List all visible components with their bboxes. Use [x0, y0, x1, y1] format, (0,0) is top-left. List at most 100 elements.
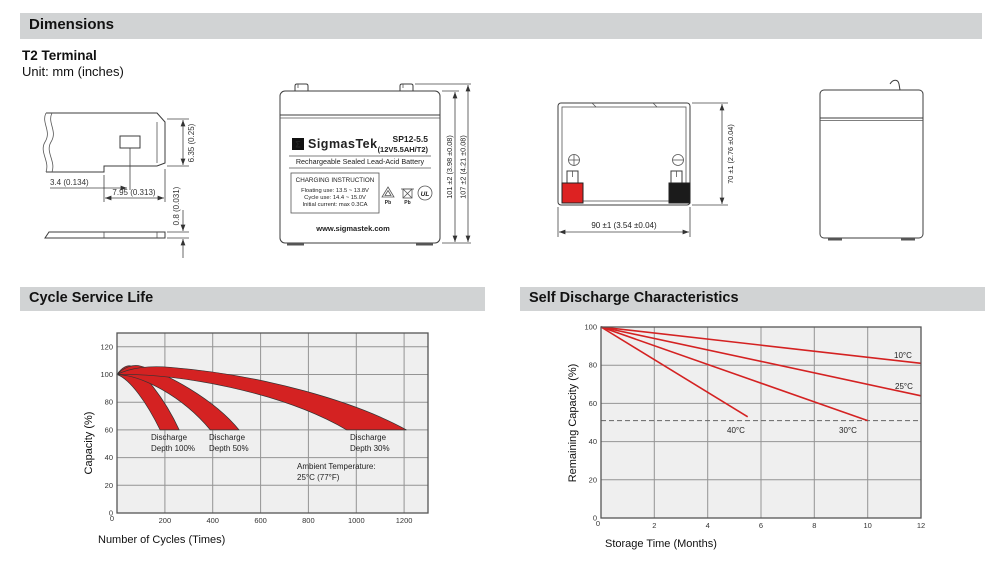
band-depth-30 [116, 366, 407, 431]
dimensions-title: Dimensions [29, 16, 115, 33]
y-axis-ticks: 0 20 40 60 80 100 120 [100, 342, 113, 517]
positive-terminal-tab [561, 170, 584, 204]
x-tick: 0 [110, 514, 114, 523]
charging-instruction-box [290, 172, 380, 214]
sigma-logo-glyph: Σ [295, 140, 301, 150]
terminal-plate-side: 0.8 (0.031) [44, 186, 189, 258]
band-label-100-line2: Depth 100% [151, 444, 195, 453]
trash-bin-crossed-icon: Pb [401, 188, 414, 206]
dim-tab-height-label: 6.35 (0.25) [187, 123, 196, 162]
side-view-case [819, 79, 924, 241]
line-10c [600, 326, 922, 365]
label-30c: 30°C [839, 426, 857, 435]
charging-line-3: Initial current: max 0.3CA [302, 202, 367, 208]
black-terminal-block [668, 182, 691, 204]
front-view-dimensions: 101 ±2 (3.98 ±0.08) 107 ±2 (4.21 ±0.08) [415, 83, 471, 244]
red-terminal-block [561, 182, 584, 204]
line-30c [600, 326, 868, 422]
foot-left [828, 238, 842, 241]
terminal-post-right [399, 83, 414, 91]
label-25c: 25°C [895, 382, 913, 391]
x-axis-title: Number of Cycles (Times) [98, 534, 225, 546]
dim-thickness-label: 0.8 (0.031) [172, 186, 181, 225]
self-discharge-chart: 10°C 25°C 30°C 40°C 0 2 4 6 8 10 12 0 20… [567, 323, 925, 551]
y-tick: 40 [105, 453, 113, 462]
label-10c: 10°C [894, 351, 912, 360]
x-tick: 400 [206, 516, 219, 525]
band-depth-50 [116, 365, 240, 431]
x-tick: 12 [917, 521, 925, 530]
x-tick: 6 [759, 521, 763, 530]
self-discharge-title: Self Discharge Characteristics [529, 290, 739, 306]
battery-top-view: 70 ±1 (2.76 ±0.04) 90 ±1 (3.54 ±0.04) [557, 102, 735, 237]
y-tick: 60 [589, 399, 597, 408]
terminal-wire [889, 79, 901, 91]
charging-title: CHARGING INSTRUCTION [296, 177, 375, 184]
website-text: www.sigmastek.com [315, 224, 390, 233]
plot-border [600, 326, 922, 519]
y-tick: 20 [105, 481, 113, 490]
positive-terminal-symbol [568, 154, 580, 166]
battery-label: Σ SigmasTek SP12-5.5 (12V5.5AH/T2) Recha… [289, 134, 433, 233]
band-label-50-line1: Discharge [209, 433, 246, 442]
recycle-pb-label: Pb [385, 200, 391, 206]
ambient-note-line1: Ambient Temperature: [297, 462, 376, 471]
bin-pb-label: Pb [404, 200, 410, 206]
x-tick: 8 [812, 521, 816, 530]
x-tick: 200 [159, 516, 172, 525]
x-tick: 600 [254, 516, 267, 525]
series-labels: Discharge Depth 100% Discharge Depth 50%… [151, 433, 390, 482]
negative-terminal-tab [668, 170, 691, 204]
negative-terminal-symbol [672, 154, 684, 166]
terminal-hole [119, 135, 141, 149]
dimensions-section-bar: Dimensions [20, 13, 982, 39]
charging-line-1: Floating use: 13.5 ~ 13.8V [301, 188, 369, 194]
x-axis-title: Storage Time (Months) [605, 538, 717, 550]
terminal-detail-drawing: 3.4 (0.134) 7.95 (0.313) 6.35 (0.25) 0.8… [42, 112, 196, 258]
line-40c [600, 326, 749, 418]
band-label-30-line1: Discharge [350, 433, 387, 442]
cycle-service-life-chart: Discharge Depth 100% Discharge Depth 50%… [83, 332, 429, 546]
line-25c [600, 326, 922, 397]
terminal-tab-outline [42, 112, 166, 190]
y-tick: 60 [105, 425, 113, 434]
y-tick: 0 [593, 514, 597, 523]
top-view-case [557, 102, 691, 206]
brand-name: SigmasTek [308, 137, 378, 151]
y-axis-ticks: 0 20 40 60 80 100 [584, 323, 597, 523]
x-tick: 2 [652, 521, 656, 530]
y-tick: 80 [105, 398, 113, 407]
terminal-dimensions: 3.4 (0.134) 7.95 (0.313) 6.35 (0.25) [50, 118, 196, 202]
battery-side-view [819, 79, 924, 241]
x-tick: 1000 [348, 516, 365, 525]
battery-type-line: Rechargeable Sealed Lead-Acid Battery [296, 157, 425, 166]
dim-body-height-label: 101 ±2 (3.98 ±0.08) [445, 135, 454, 199]
dim-total-height-label: 107 ±2 (4.21 ±0.08) [459, 135, 468, 199]
ambient-note-line2: 25°C (77°F) [297, 473, 340, 482]
x-tick: 800 [302, 516, 315, 525]
dim-depth-label: 70 ±1 (2.76 ±0.04) [726, 124, 735, 184]
dim-width-label: 90 ±1 (3.54 ±0.04) [591, 221, 657, 230]
y-tick: 80 [589, 361, 597, 370]
foot-right [901, 238, 915, 241]
y-tick: 0 [109, 509, 113, 518]
ul-mark-icon: UL [417, 185, 433, 201]
x-tick: 0 [596, 519, 600, 528]
x-axis-ticks: 0 200 400 600 800 1000 1200 [110, 514, 413, 525]
label-40c: 40°C [727, 426, 745, 435]
band-label-50-line2: Depth 50% [209, 444, 249, 453]
charging-line-2: Cycle use: 14.4 ~ 15.0V [304, 195, 366, 201]
model-rating: (12V5.5AH/T2) [378, 145, 429, 154]
y-tick: 100 [584, 323, 597, 332]
top-view-dimensions: 70 ±1 (2.76 ±0.04) 90 ±1 (3.54 ±0.04) [557, 102, 735, 237]
self-discharge-bar: Self Discharge Characteristics [520, 287, 985, 311]
band-label-30-line2: Depth 30% [350, 444, 390, 453]
model-number: SP12-5.5 [393, 134, 429, 144]
discharge-bands [116, 365, 407, 431]
band-depth-100 [116, 365, 180, 431]
cycle-service-life-bar: Cycle Service Life [20, 287, 485, 311]
x-tick: 10 [864, 521, 872, 530]
x-tick: 1200 [396, 516, 413, 525]
temperature-lines [600, 326, 922, 422]
y-axis-title: Remaining Capacity (%) [567, 364, 579, 483]
